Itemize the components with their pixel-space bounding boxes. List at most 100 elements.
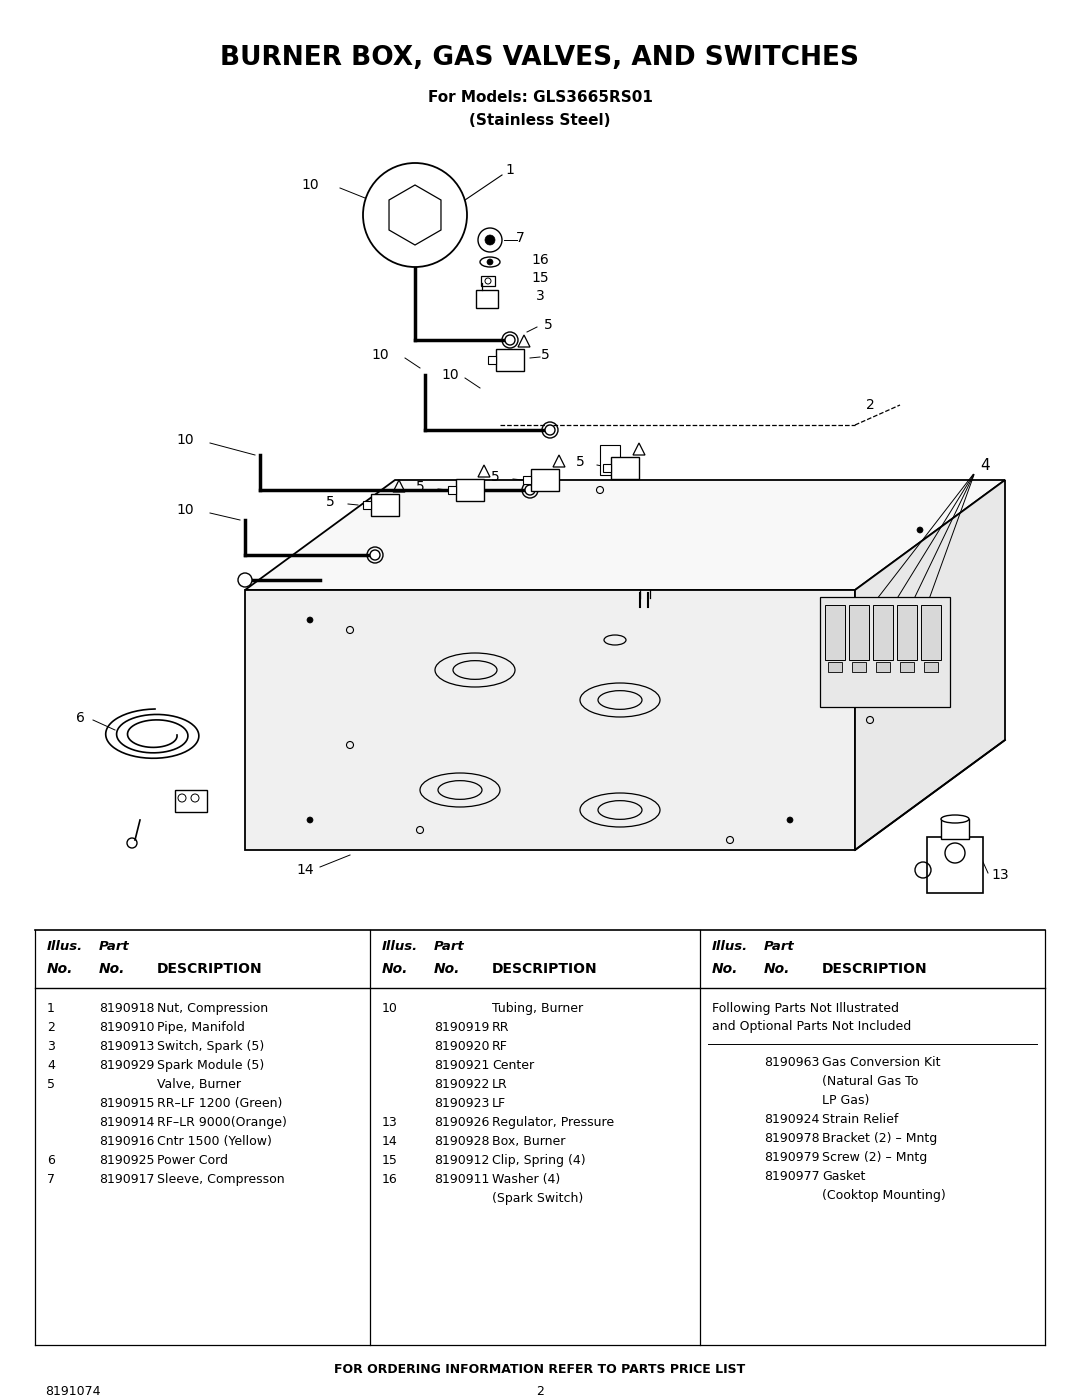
Text: Power Cord: Power Cord: [157, 1154, 228, 1166]
Polygon shape: [855, 481, 1005, 849]
Text: 8190912: 8190912: [434, 1154, 489, 1166]
Circle shape: [787, 817, 793, 823]
Text: 8190978: 8190978: [764, 1132, 820, 1146]
Text: Regulator, Pressure: Regulator, Pressure: [492, 1116, 615, 1129]
Text: 5: 5: [576, 455, 584, 469]
Text: 6: 6: [48, 1154, 55, 1166]
Text: 8190911: 8190911: [434, 1173, 489, 1186]
Text: 14: 14: [296, 863, 314, 877]
Text: 8190979: 8190979: [764, 1151, 820, 1164]
Text: Screw (2) – Mntg: Screw (2) – Mntg: [822, 1151, 928, 1164]
Text: 6: 6: [76, 711, 84, 725]
Text: 1: 1: [48, 1002, 55, 1016]
Text: (Cooktop Mounting): (Cooktop Mounting): [822, 1189, 946, 1201]
Bar: [897, 605, 917, 659]
Circle shape: [307, 617, 313, 623]
Text: For Models: GLS3665RS01: For Models: GLS3665RS01: [428, 89, 652, 105]
Text: 1: 1: [505, 163, 514, 177]
Text: LP Gas): LP Gas): [822, 1094, 869, 1106]
Text: Center: Center: [492, 1059, 535, 1071]
Text: 5: 5: [541, 348, 550, 362]
Bar: [531, 469, 559, 490]
Text: 8190922: 8190922: [434, 1078, 489, 1091]
Bar: [820, 597, 950, 707]
Text: No.: No.: [764, 963, 791, 977]
Text: Bracket (2) – Mntg: Bracket (2) – Mntg: [822, 1132, 937, 1146]
Text: Part: Part: [434, 940, 464, 953]
Bar: [900, 662, 914, 672]
Text: 4: 4: [981, 457, 989, 472]
Circle shape: [238, 573, 252, 587]
Circle shape: [917, 527, 923, 534]
Text: Strain Relief: Strain Relief: [822, 1113, 899, 1126]
Circle shape: [485, 235, 495, 244]
Text: 2: 2: [866, 398, 875, 412]
Text: Nut, Compression: Nut, Compression: [157, 1002, 268, 1016]
Text: 8190929: 8190929: [99, 1059, 154, 1071]
Bar: [476, 291, 498, 307]
Text: RR–LF 1200 (Green): RR–LF 1200 (Green): [157, 1097, 282, 1111]
Text: Clip, Spring (4): Clip, Spring (4): [492, 1154, 585, 1166]
Text: Following Parts Not Illustrated
and Optional Parts Not Included: Following Parts Not Illustrated and Opti…: [712, 1002, 912, 1032]
Text: 8190926: 8190926: [434, 1116, 489, 1129]
Bar: [941, 819, 969, 840]
Text: LR: LR: [492, 1078, 508, 1091]
Bar: [603, 464, 611, 472]
Text: 5: 5: [416, 481, 424, 495]
Text: No.: No.: [99, 963, 125, 977]
Text: 5: 5: [490, 469, 499, 483]
Text: FOR ORDERING INFORMATION REFER TO PARTS PRICE LIST: FOR ORDERING INFORMATION REFER TO PARTS …: [335, 1363, 745, 1376]
Text: Washer (4): Washer (4): [492, 1173, 561, 1186]
Text: 15: 15: [382, 1154, 397, 1166]
Text: 15: 15: [531, 271, 549, 285]
Text: 8190918: 8190918: [99, 1002, 154, 1016]
Text: (Spark Switch): (Spark Switch): [492, 1192, 583, 1206]
Text: 8190917: 8190917: [99, 1173, 154, 1186]
Text: 7: 7: [515, 231, 525, 244]
Bar: [363, 502, 372, 509]
Bar: [496, 349, 524, 372]
Circle shape: [545, 425, 555, 434]
Bar: [448, 486, 456, 495]
Text: 16: 16: [382, 1173, 397, 1186]
Text: 10: 10: [442, 367, 459, 381]
Text: DESCRIPTION: DESCRIPTION: [822, 963, 928, 977]
Text: RF: RF: [492, 1039, 508, 1053]
Text: 4: 4: [48, 1059, 55, 1071]
Text: 8190928: 8190928: [434, 1134, 489, 1148]
Circle shape: [487, 258, 492, 265]
Text: 8190963: 8190963: [764, 1056, 820, 1069]
Text: BURNER BOX, GAS VALVES, AND SWITCHES: BURNER BOX, GAS VALVES, AND SWITCHES: [220, 45, 860, 71]
Text: 10: 10: [382, 1002, 397, 1016]
Text: (Stainless Steel): (Stainless Steel): [469, 113, 611, 129]
Bar: [175, 789, 207, 812]
Text: Tubing, Burner: Tubing, Burner: [492, 1002, 583, 1016]
Circle shape: [307, 817, 313, 823]
Bar: [825, 605, 845, 659]
Text: 8190914: 8190914: [99, 1116, 154, 1129]
Bar: [372, 495, 399, 515]
Text: Part: Part: [99, 940, 130, 953]
Circle shape: [525, 485, 535, 495]
Text: Illus.: Illus.: [48, 940, 83, 953]
Bar: [600, 446, 620, 475]
Text: 8190924: 8190924: [764, 1113, 820, 1126]
Text: 5: 5: [543, 319, 552, 332]
Text: Cntr 1500 (Yellow): Cntr 1500 (Yellow): [157, 1134, 272, 1148]
Text: Illus.: Illus.: [712, 940, 748, 953]
Text: Gas Conversion Kit: Gas Conversion Kit: [822, 1056, 941, 1069]
Text: 13: 13: [382, 1116, 397, 1129]
Text: Box, Burner: Box, Burner: [492, 1134, 565, 1148]
Polygon shape: [245, 481, 1005, 590]
Text: 10: 10: [176, 503, 193, 517]
Text: Gasket: Gasket: [822, 1171, 865, 1183]
Text: No.: No.: [434, 963, 460, 977]
Text: 3: 3: [536, 289, 544, 303]
Text: Part: Part: [764, 940, 795, 953]
Polygon shape: [245, 590, 855, 849]
Bar: [488, 356, 496, 365]
Circle shape: [363, 163, 467, 267]
Text: 2: 2: [48, 1021, 55, 1034]
Text: 8190923: 8190923: [434, 1097, 489, 1111]
Bar: [456, 479, 484, 502]
